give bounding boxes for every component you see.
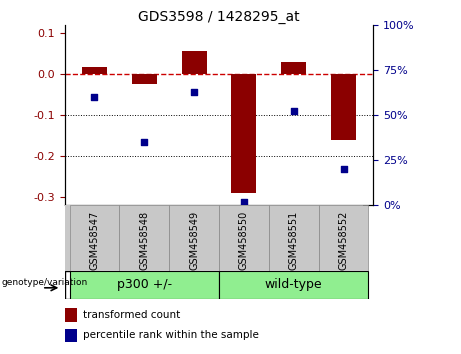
Bar — [82, 67, 107, 74]
Bar — [132, 74, 157, 84]
Point — [340, 166, 347, 172]
Bar — [331, 74, 356, 140]
Text: percentile rank within the sample: percentile rank within the sample — [83, 330, 259, 341]
Bar — [231, 74, 256, 193]
Point — [91, 94, 98, 100]
Point — [240, 199, 248, 205]
Bar — [269, 205, 319, 271]
Bar — [70, 271, 219, 299]
Bar — [319, 205, 368, 271]
Bar — [65, 308, 77, 321]
Point — [290, 109, 297, 114]
Bar — [65, 329, 77, 342]
Text: GSM458548: GSM458548 — [139, 211, 149, 270]
Point — [141, 139, 148, 145]
Text: transformed count: transformed count — [83, 310, 180, 320]
Text: GSM458549: GSM458549 — [189, 211, 199, 270]
Bar — [70, 205, 119, 271]
Text: p300 +/-: p300 +/- — [117, 279, 172, 291]
Bar — [169, 205, 219, 271]
Text: genotype/variation: genotype/variation — [1, 278, 88, 287]
Bar — [119, 205, 169, 271]
Text: GSM458550: GSM458550 — [239, 211, 249, 270]
Bar — [219, 271, 368, 299]
Title: GDS3598 / 1428295_at: GDS3598 / 1428295_at — [138, 10, 300, 24]
Text: wild-type: wild-type — [265, 279, 323, 291]
Text: GSM458552: GSM458552 — [338, 211, 349, 270]
Bar — [182, 51, 207, 74]
Bar — [219, 205, 269, 271]
Point — [190, 89, 198, 95]
Bar — [281, 62, 306, 74]
Text: GSM458551: GSM458551 — [289, 211, 299, 270]
Text: GSM458547: GSM458547 — [89, 211, 100, 270]
